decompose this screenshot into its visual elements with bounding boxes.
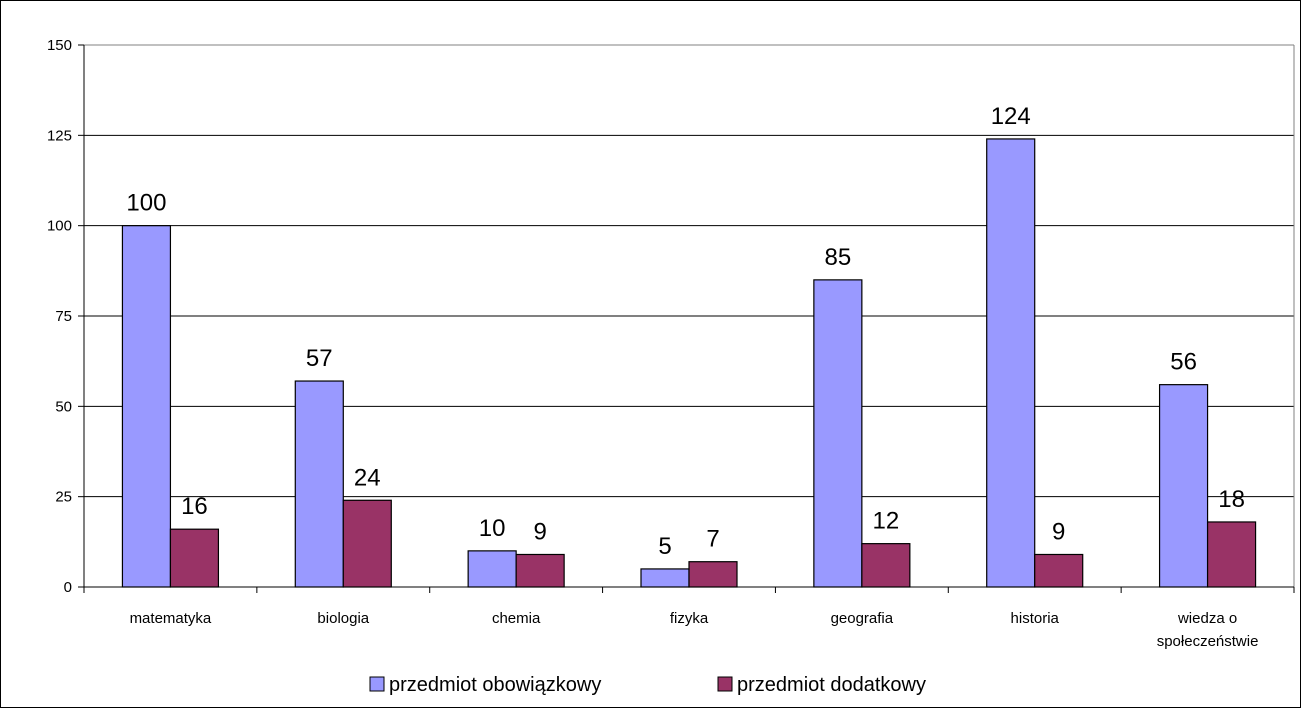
y-tick-label: 150 bbox=[47, 37, 72, 54]
data-label: 57 bbox=[306, 345, 333, 372]
legend-label: przedmiot obowiązkowy bbox=[389, 674, 601, 696]
data-label: 124 bbox=[991, 103, 1031, 130]
bar bbox=[342, 499, 392, 588]
bar bbox=[121, 225, 172, 588]
x-tick-label: historia bbox=[1011, 610, 1060, 627]
bar bbox=[467, 550, 517, 588]
x-tick-label: matematyka bbox=[130, 610, 212, 627]
bar bbox=[1034, 553, 1084, 588]
data-label: 85 bbox=[825, 244, 852, 271]
bar bbox=[169, 528, 220, 588]
data-label: 16 bbox=[181, 493, 208, 520]
x-tick-label: biologia bbox=[317, 610, 369, 627]
y-tick-label: 125 bbox=[47, 127, 72, 144]
data-label: 9 bbox=[1052, 518, 1065, 545]
x-tick-label: fizyka bbox=[670, 610, 709, 627]
y-tick-label: 75 bbox=[55, 308, 72, 325]
data-label: 56 bbox=[1170, 349, 1197, 376]
bar bbox=[813, 279, 863, 588]
bar bbox=[640, 568, 690, 588]
bar bbox=[1206, 521, 1257, 588]
data-label: 24 bbox=[354, 464, 381, 491]
y-tick-label: 25 bbox=[55, 489, 72, 506]
legend-swatch bbox=[717, 676, 733, 692]
data-label: 18 bbox=[1218, 486, 1245, 513]
bar bbox=[861, 543, 911, 588]
bar bbox=[688, 561, 738, 588]
bar bbox=[294, 380, 344, 588]
legend: przedmiot obowiązkowy przedmiot dodatkowy bbox=[369, 674, 926, 696]
bar bbox=[515, 553, 565, 588]
x-tick-label: wiedza o bbox=[1177, 610, 1237, 627]
y-tick-label: 0 bbox=[64, 579, 72, 596]
x-tick-label: społeczeństwie bbox=[1157, 633, 1259, 650]
data-label: 12 bbox=[873, 508, 900, 535]
data-label: 9 bbox=[533, 518, 546, 545]
data-label: 7 bbox=[706, 526, 719, 553]
y-tick-label: 50 bbox=[55, 398, 72, 415]
bars bbox=[121, 138, 1257, 588]
bar bbox=[1158, 384, 1209, 588]
data-label: 5 bbox=[658, 533, 671, 560]
data-label: 100 bbox=[126, 190, 166, 217]
legend-label: przedmiot dodatkowy bbox=[737, 674, 926, 696]
legend-swatch bbox=[369, 676, 385, 692]
axes bbox=[78, 44, 1295, 593]
labels: 025507510012515010016matematyka5724biolo… bbox=[47, 37, 1258, 650]
data-label: 10 bbox=[479, 515, 506, 542]
x-tick-label: geografia bbox=[831, 610, 894, 627]
bar bbox=[986, 138, 1036, 588]
y-tick-label: 100 bbox=[47, 218, 72, 235]
x-tick-label: chemia bbox=[492, 610, 541, 627]
